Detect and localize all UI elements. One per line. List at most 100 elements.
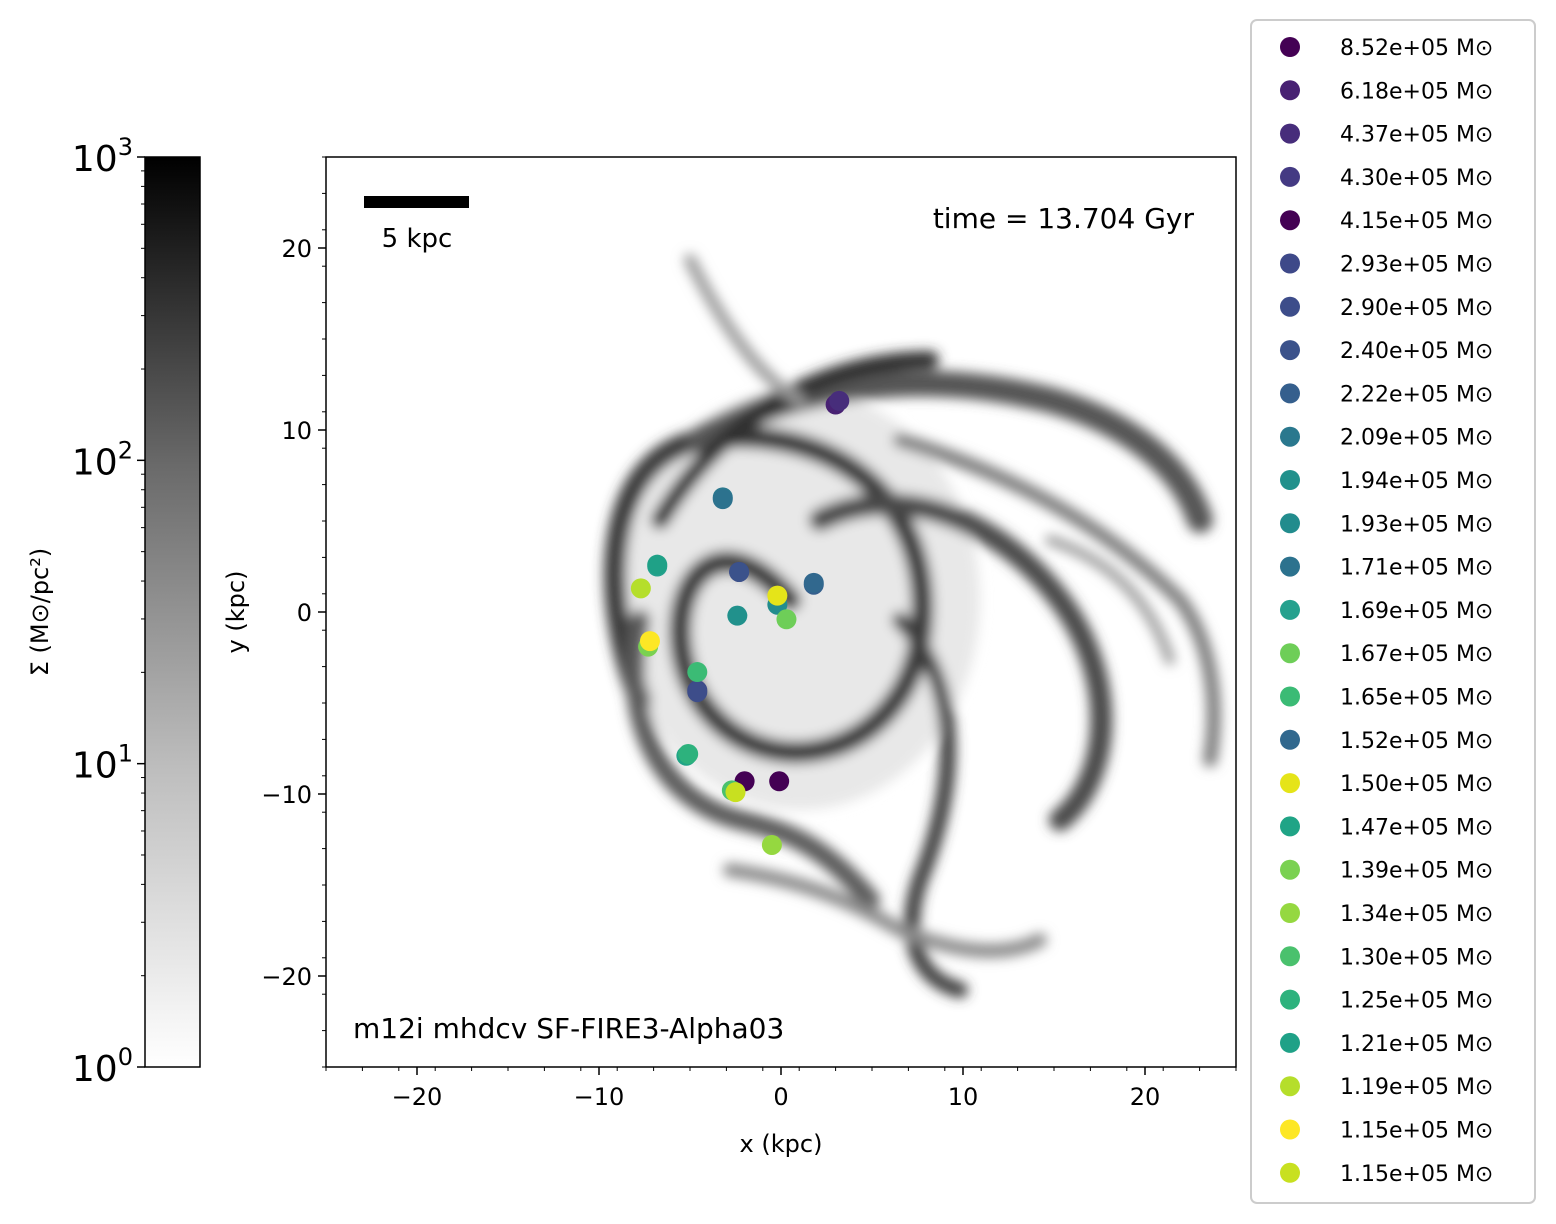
legend-label: 1.15e+05 M⊙ [1340, 1162, 1493, 1187]
legend-items: 8.52e+05 M⊙ 6.18e+05 M⊙ 4.37e+05 M⊙ 4.30e+0… [1280, 36, 1493, 1187]
legend-marker [1280, 210, 1300, 231]
scatter-point [761, 834, 782, 855]
scatter-point [678, 743, 699, 764]
legend-marker [1280, 513, 1300, 534]
scatter-point [769, 771, 790, 792]
scatter-point [776, 609, 797, 630]
legend-label: 4.37e+05 M⊙ [1340, 123, 1493, 148]
legend-marker [1280, 383, 1300, 404]
legend-label: 1.67e+05 M⊙ [1340, 642, 1493, 667]
legend-marker [1280, 296, 1300, 317]
legend-label: 1.39e+05 M⊙ [1340, 859, 1493, 884]
x-axis-ticks: −20 −10 0 10 20 [325, 1067, 1237, 1111]
legend-label: 6.18e+05 M⊙ [1340, 79, 1493, 104]
legend-label: 1.25e+05 M⊙ [1340, 989, 1493, 1014]
gas-density-map [604, 254, 1221, 998]
legend-marker [1280, 903, 1300, 923]
x-tick-label: 10 [948, 1083, 979, 1111]
x-axis-label: x (kpc) [740, 1130, 823, 1158]
legend-label: 1.65e+05 M⊙ [1340, 686, 1493, 711]
scatter-point [803, 572, 824, 593]
legend-label: 4.30e+05 M⊙ [1340, 166, 1493, 191]
legend-marker [1280, 1162, 1300, 1183]
legend-label: 8.52e+05 M⊙ [1340, 36, 1493, 61]
legend-label: 1.52e+05 M⊙ [1340, 729, 1493, 754]
legend-marker [1280, 599, 1300, 620]
legend-marker [1280, 643, 1300, 664]
colorbar-tick-label: 101 [72, 740, 133, 787]
legend-marker [1280, 80, 1300, 101]
legend-marker [1280, 1119, 1300, 1140]
colorbar-ticks: 100 101 102 103 [72, 133, 145, 1090]
legend-label: 1.21e+05 M⊙ [1340, 1032, 1493, 1057]
y-tick-label: 10 [281, 417, 312, 445]
legend-label: 2.09e+05 M⊙ [1340, 426, 1493, 451]
x-tick-label: 0 [773, 1083, 788, 1111]
y-axis-label: y (kpc) [222, 571, 250, 654]
legend-marker [1280, 123, 1300, 144]
scatter-point [727, 605, 748, 626]
scale-bar-label: 5 kpc [382, 224, 453, 254]
legend-marker [1280, 1032, 1300, 1053]
time-annotation: time = 13.704 Gyr [933, 202, 1195, 235]
y-tick-label: −20 [261, 963, 312, 991]
legend-label: 1.15e+05 M⊙ [1340, 1119, 1493, 1144]
legend-marker [1280, 470, 1300, 490]
colorbar-label: Σ (M⊙/pc²) [26, 548, 54, 676]
x-tick-label: −10 [574, 1083, 625, 1111]
simulation-label: m12i mhdcv SF-FIRE3-Alpha03 [353, 1012, 784, 1045]
legend-marker [1280, 859, 1300, 880]
colorbar-tick-label: 100 [72, 1043, 133, 1090]
legend-label: 1.19e+05 M⊙ [1340, 1075, 1493, 1100]
legend-marker [1280, 773, 1300, 794]
scatter-point [687, 662, 708, 683]
scatter-point [712, 489, 733, 510]
legend-label: 1.30e+05 M⊙ [1340, 945, 1493, 970]
x-tick-label: 20 [1130, 1083, 1161, 1111]
scatter-point [687, 682, 708, 703]
scatter-point [725, 782, 746, 803]
legend-label: 2.40e+05 M⊙ [1340, 339, 1493, 364]
y-tick-label: 20 [281, 235, 312, 263]
scatter-layer [630, 390, 850, 855]
legend-marker [1280, 426, 1300, 447]
y-tick-label: −10 [261, 781, 312, 809]
legend-marker [1280, 989, 1300, 1010]
legend-marker [1280, 946, 1300, 967]
scatter-point [639, 631, 660, 652]
scatter-point [767, 585, 788, 606]
y-tick-label: 0 [297, 599, 312, 627]
legend-label: 1.50e+05 M⊙ [1340, 772, 1493, 797]
colorbar-gradient [144, 156, 201, 1068]
legend-label: 2.90e+05 M⊙ [1340, 296, 1493, 321]
legend-label: 1.69e+05 M⊙ [1340, 599, 1493, 624]
legend: 8.52e+05 M⊙ 6.18e+05 M⊙ 4.37e+05 M⊙ 4.30e+0… [1250, 19, 1536, 1204]
legend-label: 1.93e+05 M⊙ [1340, 512, 1493, 537]
scatter-point [630, 578, 651, 599]
legend-label: 2.22e+05 M⊙ [1340, 382, 1493, 407]
y-axis-ticks: −20 −10 0 10 20 [261, 156, 326, 1068]
legend-marker [1280, 253, 1300, 274]
scale-bar [364, 196, 469, 208]
legend-label: 2.93e+05 M⊙ [1340, 253, 1493, 278]
legend-label: 1.34e+05 M⊙ [1340, 902, 1493, 927]
colorbar-tick-label: 103 [72, 133, 133, 180]
legend-label: 1.47e+05 M⊙ [1340, 815, 1493, 840]
legend-box [1250, 19, 1536, 1204]
legend-marker [1280, 686, 1300, 707]
colorbar: 100 101 102 103 Σ (M⊙/pc²) [26, 133, 201, 1090]
colorbar-tick-label: 102 [72, 436, 133, 483]
legend-marker [1280, 816, 1300, 837]
legend-label: 4.15e+05 M⊙ [1340, 209, 1493, 234]
scatter-point [647, 554, 668, 575]
legend-label: 1.94e+05 M⊙ [1340, 469, 1493, 494]
scatter-point [829, 390, 850, 411]
scatter-point [729, 561, 750, 582]
legend-marker [1280, 729, 1300, 750]
x-tick-label: −20 [392, 1083, 443, 1111]
legend-marker [1280, 340, 1300, 361]
legend-marker [1280, 37, 1300, 57]
legend-label: 1.71e+05 M⊙ [1340, 556, 1493, 581]
